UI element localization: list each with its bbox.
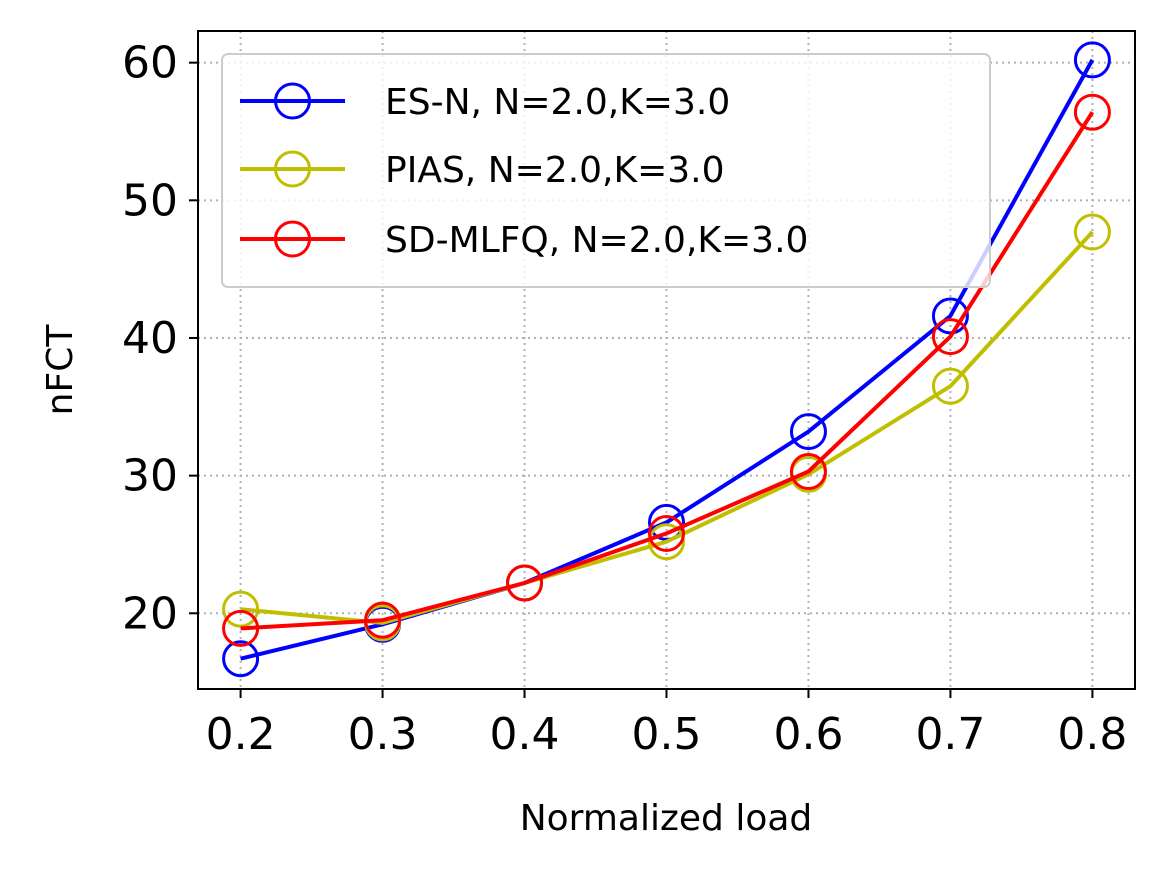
data-point [364, 601, 402, 639]
legend: ES-N, N=2.0,K=3.0 PIAS, N=2.0,K=3.0 SD-MLF… [221, 53, 991, 288]
data-point [222, 609, 260, 647]
x-axis-label: Normalized load [520, 798, 813, 839]
ticks: 0.2 0.3 0.4 0.5 0.6 0.7 0.8 20 30 40 50 60 [122, 38, 1127, 760]
x-tick-label: 0.3 [348, 709, 418, 760]
x-tick-label: 0.8 [1057, 709, 1127, 760]
y-tick-label: 40 [122, 313, 178, 364]
data-point [222, 640, 260, 678]
legend-box [221, 53, 991, 288]
legend-marker [274, 150, 311, 188]
series-layer [222, 41, 1111, 678]
series-group [222, 93, 1111, 647]
legend-marker [274, 220, 311, 258]
y-tick-label: 50 [122, 175, 178, 226]
data-point [506, 564, 544, 602]
y-axis-label: nFCT [40, 324, 81, 416]
legend-label: ES-N, N=2.0,K=3.0 [385, 82, 730, 123]
x-tick-label: 0.4 [490, 709, 560, 760]
y-tick-label: 30 [122, 451, 178, 502]
legend-marker [274, 82, 311, 120]
legend-entry: SD-MLFQ, N=2.0,K=3.0 [240, 220, 808, 261]
series-line [240, 230, 1094, 625]
data-point [931, 367, 969, 405]
data-point [931, 318, 969, 356]
legend-entry: PIAS, N=2.0,K=3.0 [240, 150, 725, 191]
x-tick-label: 0.6 [773, 709, 843, 760]
x-tick-label: 0.7 [915, 709, 985, 760]
legend-label: PIAS, N=2.0,K=3.0 [385, 150, 725, 191]
y-tick-label: 60 [122, 38, 178, 89]
data-point [648, 503, 685, 541]
data-point [1073, 93, 1111, 131]
y-tick-label: 20 [122, 588, 178, 639]
legend-label: SD-MLFQ, N=2.0,K=3.0 [385, 220, 808, 261]
data-point [648, 514, 685, 552]
data-point [1073, 41, 1111, 79]
x-tick-label: 0.5 [632, 709, 702, 760]
legend-entry: ES-N, N=2.0,K=3.0 [240, 82, 730, 123]
data-point [648, 523, 685, 561]
data-point [789, 413, 827, 451]
data-point [1073, 213, 1111, 251]
series-line [240, 111, 1095, 631]
data-point [222, 590, 260, 628]
x-tick-label: 0.2 [206, 709, 276, 760]
data-point [789, 453, 827, 491]
